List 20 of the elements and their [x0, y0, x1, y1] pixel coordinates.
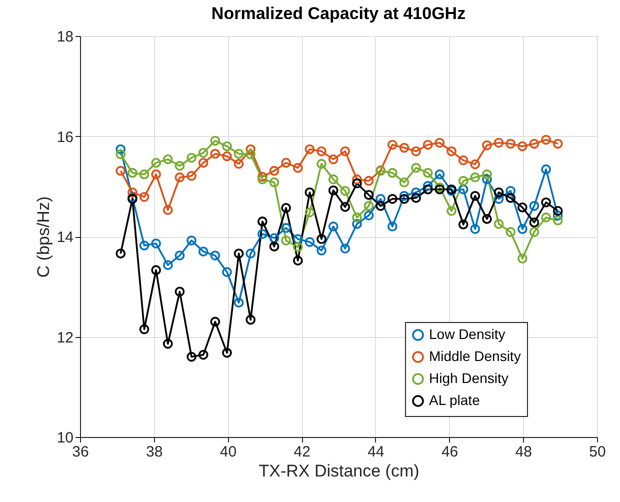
- chart-title: Normalized Capacity at 410GHz: [211, 4, 466, 23]
- x-tick-label: 50: [589, 444, 606, 460]
- x-axis-title: TX-RX Distance (cm): [258, 462, 420, 480]
- y-axis-title: C (bps/Hz): [34, 196, 53, 278]
- x-tick-label: 40: [220, 444, 237, 460]
- y-tick-label: 12: [56, 329, 74, 346]
- y-tick-label: 18: [56, 28, 74, 46]
- y-tick-label: 16: [56, 128, 74, 146]
- legend-label: Middle Density: [429, 348, 521, 364]
- legend-label: High Density: [429, 370, 508, 386]
- y-tick-label: 14: [56, 229, 74, 246]
- x-tick-label: 48: [515, 444, 532, 460]
- x-tick-label: 42: [294, 444, 310, 460]
- x-tick-label: 36: [72, 444, 89, 460]
- x-tick-label: 38: [146, 444, 163, 460]
- x-tick-label: 44: [368, 444, 384, 460]
- legend-label: Low Density: [429, 326, 506, 342]
- x-tick-label: 46: [441, 444, 458, 460]
- y-tick-label: 10: [56, 430, 74, 446]
- legend-label: AL plate: [429, 392, 480, 408]
